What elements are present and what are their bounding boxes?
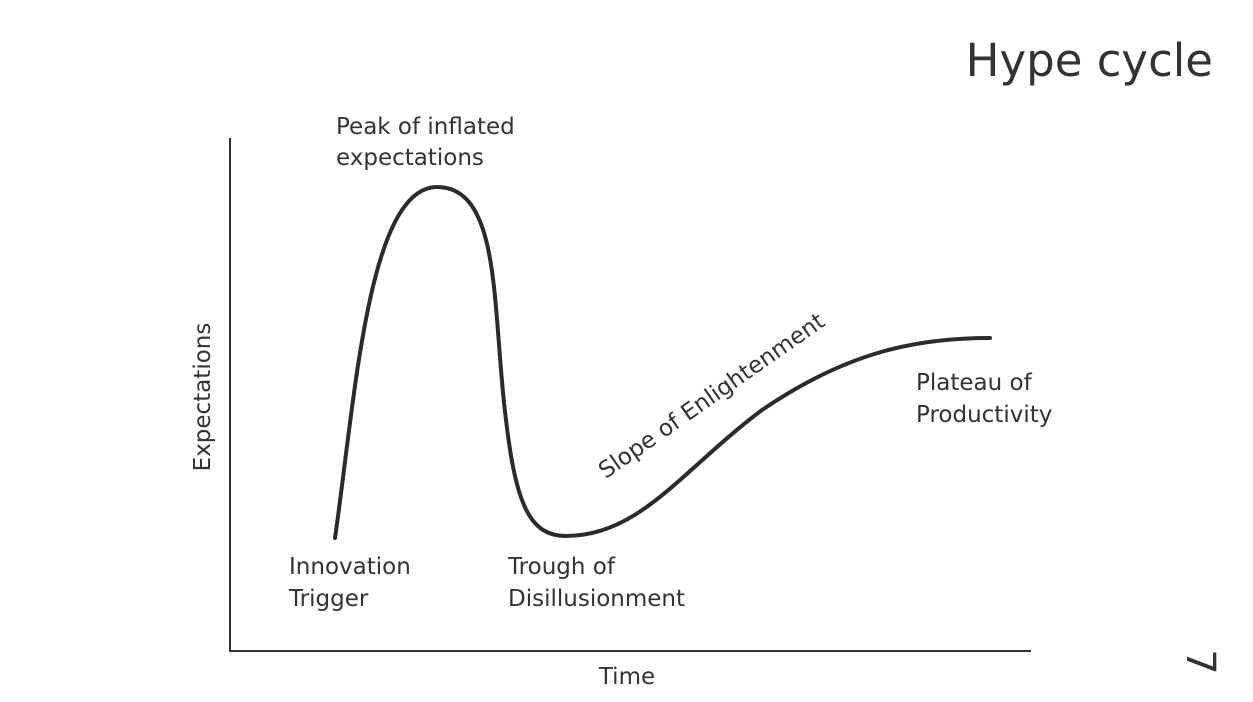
phase-label: Trough of Disillusionment (507, 554, 685, 612)
phase-label: Innovation Trigger (288, 554, 418, 612)
title: Hype cycle (966, 34, 1213, 87)
phase-label: Plateau of Productivity (916, 370, 1052, 428)
y-axis-label: Expectations (190, 323, 216, 472)
phase-line: Plateau of (916, 370, 1033, 396)
phase-line: Innovation (289, 554, 411, 580)
phase-line: expectations (336, 145, 484, 171)
phase-line: Peak of inflated (336, 114, 515, 140)
phase-line: Disillusionment (508, 586, 685, 612)
hype-curve (333, 184, 992, 540)
phase-label: Peak of inflated expectations (336, 114, 522, 171)
phase-line: Trigger (288, 586, 369, 612)
x-axis-label: Time (598, 664, 655, 690)
phase-line: Trough of (507, 554, 616, 580)
page-number: 7 (1177, 649, 1223, 674)
phase-line: Productivity (916, 402, 1052, 428)
